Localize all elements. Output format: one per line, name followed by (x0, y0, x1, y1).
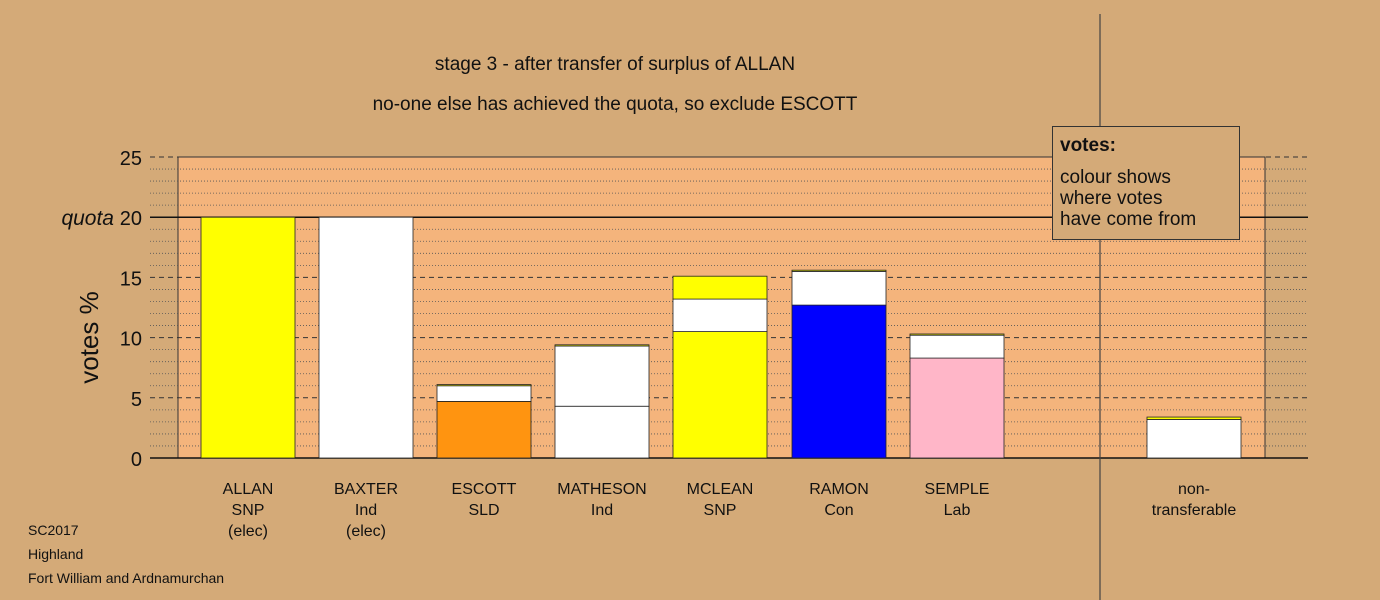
y-tick-label: 25 (120, 148, 142, 170)
x-category-label: (elec) (346, 523, 386, 540)
x-category-label: MATHESON (557, 481, 646, 498)
y-tick-label: 20 (120, 208, 142, 230)
x-category-label: SNP (704, 502, 737, 519)
x-category-label: ALLAN (223, 481, 274, 498)
bar-segment (554, 345, 650, 407)
bar-segment (672, 331, 768, 459)
bar-segment (1146, 416, 1242, 420)
footer-ward: Fort William and Ardnamurchan (28, 570, 225, 586)
bar-segment (1146, 419, 1242, 459)
x-category-label: non- (1178, 481, 1210, 498)
y-tick-label: 10 (120, 329, 142, 351)
bar-segment (909, 357, 1005, 459)
x-category-label: ESCOTT (452, 481, 517, 498)
bar-segment (200, 216, 296, 459)
legend: votes: colour shows where votes have com… (1052, 126, 1240, 240)
bar-segment (791, 269, 887, 272)
footer-election: SC2017 (28, 522, 79, 538)
bar-segment (791, 270, 887, 306)
x-category-label: SNP (232, 502, 265, 519)
bar-segment (672, 275, 768, 300)
chart-title: stage 3 - after transfer of surplus of A… (434, 54, 796, 75)
x-category-label: (elec) (228, 523, 268, 540)
bar-segment (672, 298, 768, 332)
x-category-label: transferable (1152, 502, 1237, 519)
x-category-label: SLD (468, 502, 499, 519)
x-category-label: BAXTER (334, 481, 398, 498)
x-category-label: Con (824, 502, 853, 519)
bar-segment (318, 216, 414, 459)
x-category-label: SEMPLE (925, 481, 990, 498)
x-category-label: RAMON (809, 481, 869, 498)
chart-subtitle: no-one else has achieved the quota, so e… (372, 94, 858, 115)
y-axis-label: votes % (74, 291, 104, 384)
y-tick-label: 5 (131, 389, 142, 411)
x-category-label: Ind (591, 502, 613, 519)
y-tick-label: 0 (131, 449, 142, 471)
x-category-label: Lab (944, 502, 971, 519)
y-tick-label: 15 (120, 268, 142, 290)
bar-segment (436, 385, 532, 402)
legend-text: colour shows where votes have come from (1060, 167, 1197, 230)
x-category-label: Ind (355, 502, 377, 519)
footer-council: Highland (28, 546, 84, 562)
bar-segment (909, 334, 1005, 359)
x-category-label: MCLEAN (687, 481, 754, 498)
bar-segment (554, 344, 650, 347)
bar-segment (554, 405, 650, 459)
legend-title: votes: (1060, 135, 1116, 156)
quota-label: quota (61, 207, 114, 230)
bar-segment (436, 384, 532, 387)
bar-segment (909, 333, 1005, 336)
bar-segment (436, 401, 532, 459)
bar-segment (791, 304, 887, 459)
